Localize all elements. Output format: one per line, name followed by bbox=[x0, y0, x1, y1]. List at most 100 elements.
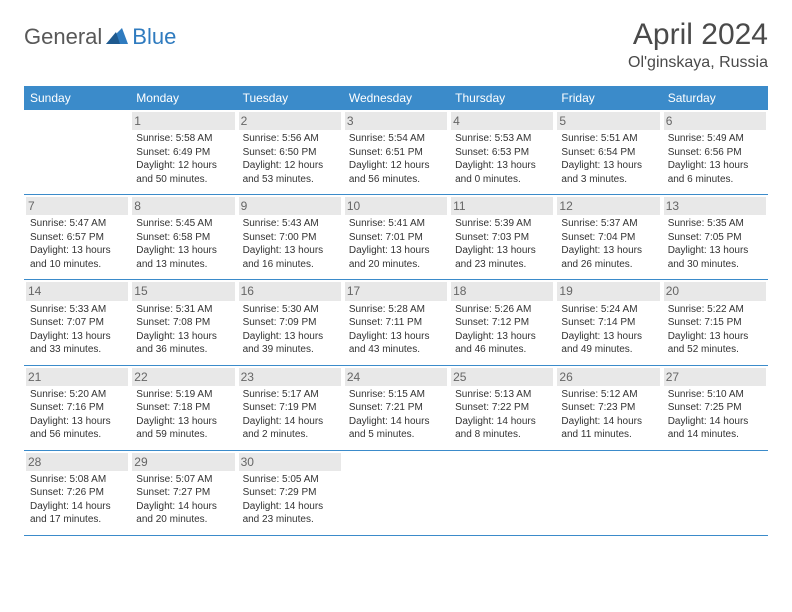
calendar-week-row: 7Sunrise: 5:47 AMSunset: 6:57 PMDaylight… bbox=[24, 195, 768, 280]
calendar-week-row: 21Sunrise: 5:20 AMSunset: 7:16 PMDayligh… bbox=[24, 365, 768, 450]
sunset-line: Sunset: 6:49 PM bbox=[136, 146, 230, 160]
sunset-line: Sunset: 7:25 PM bbox=[668, 401, 762, 415]
title-block: April 2024 Ol'ginskaya, Russia bbox=[628, 18, 768, 72]
location-label: Ol'ginskaya, Russia bbox=[628, 54, 768, 72]
weekday-header: Sunday bbox=[24, 86, 130, 110]
weekday-header-row: Sunday Monday Tuesday Wednesday Thursday… bbox=[24, 86, 768, 110]
sunrise-line: Sunrise: 5:33 AM bbox=[30, 303, 124, 317]
daylight-line-2: and 23 minutes. bbox=[455, 258, 549, 272]
sunrise-line: Sunrise: 5:22 AM bbox=[668, 303, 762, 317]
logo-text-2: Blue bbox=[132, 24, 176, 50]
sunset-line: Sunset: 7:23 PM bbox=[561, 401, 655, 415]
sunrise-line: Sunrise: 5:07 AM bbox=[136, 473, 230, 487]
day-number: 7 bbox=[26, 197, 128, 215]
logo: General Blue bbox=[24, 24, 176, 50]
daylight-line-1: Daylight: 12 hours bbox=[136, 159, 230, 173]
calendar-day-cell: 20Sunrise: 5:22 AMSunset: 7:15 PMDayligh… bbox=[662, 280, 768, 365]
daylight-line-2: and 0 minutes. bbox=[455, 173, 549, 187]
calendar-day-cell: 29Sunrise: 5:07 AMSunset: 7:27 PMDayligh… bbox=[130, 450, 236, 535]
sunrise-line: Sunrise: 5:30 AM bbox=[243, 303, 337, 317]
day-number: 16 bbox=[239, 282, 341, 300]
calendar-day-cell bbox=[24, 110, 130, 195]
daylight-line-1: Daylight: 13 hours bbox=[455, 159, 549, 173]
calendar-day-cell: 16 Sunrise: 5:30 AMSunset: 7:09 PMDayligh… bbox=[237, 280, 343, 365]
calendar-day-cell: 22Sunrise: 5:19 AMSunset: 7:18 PMDayligh… bbox=[130, 365, 236, 450]
day-number: 5 bbox=[557, 112, 659, 130]
calendar-day-cell: 27Sunrise: 5:10 AMSunset: 7:25 PMDayligh… bbox=[662, 365, 768, 450]
daylight-line-2: and 36 minutes. bbox=[136, 343, 230, 357]
calendar-day-cell: 3Sunrise: 5:54 AMSunset: 6:51 PMDaylight… bbox=[343, 110, 449, 195]
calendar-day-cell: 30Sunrise: 5:05 AMSunset: 7:29 PMDayligh… bbox=[237, 450, 343, 535]
daylight-line-1: Daylight: 14 hours bbox=[243, 500, 337, 514]
sunset-line: Sunset: 7:01 PM bbox=[349, 231, 443, 245]
sunrise-line: Sunrise: 5:47 AM bbox=[30, 217, 124, 231]
calendar-day-cell: 17Sunrise: 5:28 AMSunset: 7:11 PMDayligh… bbox=[343, 280, 449, 365]
day-number: 8 bbox=[132, 197, 234, 215]
daylight-line-1: Daylight: 13 hours bbox=[668, 330, 762, 344]
sunrise-line: Sunrise: 5:17 AM bbox=[243, 388, 337, 402]
sunset-line: Sunset: 7:14 PM bbox=[561, 316, 655, 330]
sunrise-line: Sunrise: 5:13 AM bbox=[455, 388, 549, 402]
daylight-line-2: and 20 minutes. bbox=[136, 513, 230, 527]
sunset-line: Sunset: 7:22 PM bbox=[455, 401, 549, 415]
sunset-line: Sunset: 7:11 PM bbox=[349, 316, 443, 330]
daylight-line-1: Daylight: 12 hours bbox=[243, 159, 337, 173]
sunset-line: Sunset: 7:19 PM bbox=[243, 401, 337, 415]
month-title: April 2024 bbox=[628, 18, 768, 52]
day-number: 22 bbox=[132, 368, 234, 386]
sunrise-line: Sunrise: 5:45 AM bbox=[136, 217, 230, 231]
calendar-day-cell: 24Sunrise: 5:15 AMSunset: 7:21 PMDayligh… bbox=[343, 365, 449, 450]
daylight-line-1: Daylight: 13 hours bbox=[349, 330, 443, 344]
daylight-line-2: and 49 minutes. bbox=[561, 343, 655, 357]
daylight-line-2: and 17 minutes. bbox=[30, 513, 124, 527]
calendar-day-cell: 9Sunrise: 5:43 AMSunset: 7:00 PMDaylight… bbox=[237, 195, 343, 280]
daylight-line-1: Daylight: 13 hours bbox=[455, 244, 549, 258]
weekday-header: Friday bbox=[555, 86, 661, 110]
calendar-day-cell: 26Sunrise: 5:12 AMSunset: 7:23 PMDayligh… bbox=[555, 365, 661, 450]
sunset-line: Sunset: 7:26 PM bbox=[30, 486, 124, 500]
daylight-line-2: and 11 minutes. bbox=[561, 428, 655, 442]
daylight-line-1: Daylight: 14 hours bbox=[136, 500, 230, 514]
daylight-line-1: Daylight: 13 hours bbox=[136, 415, 230, 429]
daylight-line-1: Daylight: 13 hours bbox=[243, 330, 337, 344]
daylight-line-2: and 30 minutes. bbox=[668, 258, 762, 272]
daylight-line-1: Daylight: 13 hours bbox=[349, 244, 443, 258]
calendar-week-row: 28Sunrise: 5:08 AMSunset: 7:26 PMDayligh… bbox=[24, 450, 768, 535]
daylight-line-1: Daylight: 13 hours bbox=[561, 330, 655, 344]
daylight-line-2: and 16 minutes. bbox=[243, 258, 337, 272]
daylight-line-1: Daylight: 13 hours bbox=[136, 330, 230, 344]
day-number: 19 bbox=[557, 282, 659, 300]
day-number: 24 bbox=[345, 368, 447, 386]
calendar-day-cell: 1Sunrise: 5:58 AMSunset: 6:49 PMDaylight… bbox=[130, 110, 236, 195]
calendar-week-row: 14Sunrise: 5:33 AMSunset: 7:07 PMDayligh… bbox=[24, 280, 768, 365]
sunset-line: Sunset: 7:09 PM bbox=[243, 316, 337, 330]
sunrise-line: Sunrise: 5:08 AM bbox=[30, 473, 124, 487]
calendar-day-cell: 8Sunrise: 5:45 AMSunset: 6:58 PMDaylight… bbox=[130, 195, 236, 280]
sunset-line: Sunset: 7:04 PM bbox=[561, 231, 655, 245]
day-number: 15 bbox=[132, 282, 234, 300]
weekday-header: Monday bbox=[130, 86, 236, 110]
daylight-line-1: Daylight: 13 hours bbox=[668, 244, 762, 258]
daylight-line-2: and 2 minutes. bbox=[243, 428, 337, 442]
logo-text-1: General bbox=[24, 24, 102, 50]
daylight-line-2: and 56 minutes. bbox=[30, 428, 124, 442]
daylight-line-2: and 53 minutes. bbox=[243, 173, 337, 187]
sunset-line: Sunset: 6:56 PM bbox=[668, 146, 762, 160]
daylight-line-1: Daylight: 13 hours bbox=[136, 244, 230, 258]
day-number: 6 bbox=[664, 112, 766, 130]
calendar-day-cell: 10Sunrise: 5:41 AMSunset: 7:01 PMDayligh… bbox=[343, 195, 449, 280]
calendar-day-cell: 7Sunrise: 5:47 AMSunset: 6:57 PMDaylight… bbox=[24, 195, 130, 280]
sunrise-line: Sunrise: 5:19 AM bbox=[136, 388, 230, 402]
sunrise-line: Sunrise: 5:37 AM bbox=[561, 217, 655, 231]
day-number: 25 bbox=[451, 368, 553, 386]
day-number: 10 bbox=[345, 197, 447, 215]
daylight-line-2: and 39 minutes. bbox=[243, 343, 337, 357]
daylight-line-1: Daylight: 13 hours bbox=[668, 159, 762, 173]
daylight-line-2: and 6 minutes. bbox=[668, 173, 762, 187]
day-number: 30 bbox=[239, 453, 341, 471]
sunrise-line: Sunrise: 5:43 AM bbox=[243, 217, 337, 231]
sunset-line: Sunset: 7:03 PM bbox=[455, 231, 549, 245]
daylight-line-2: and 43 minutes. bbox=[349, 343, 443, 357]
daylight-line-2: and 46 minutes. bbox=[455, 343, 549, 357]
day-number: 18 bbox=[451, 282, 553, 300]
